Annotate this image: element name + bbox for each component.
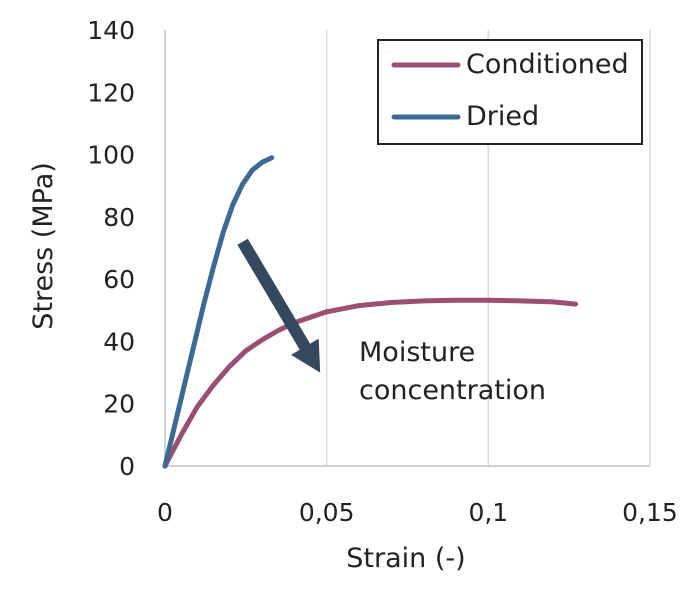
x-tick-label: 0,15 — [622, 498, 678, 527]
x-tick-labels: 0 0,05 0,1 0,15 — [157, 498, 678, 527]
y-tick-label: 120 — [87, 78, 135, 107]
x-axis-title: Strain (-) — [346, 543, 465, 574]
y-tick-label: 60 — [103, 265, 135, 294]
x-tick-label: 0,1 — [468, 498, 508, 527]
annotation-line-2: concentration — [359, 375, 546, 406]
y-tick-labels: 0 20 40 60 80 100 120 140 — [87, 16, 135, 481]
moisture-annotation: Moisture concentration — [237, 238, 546, 406]
y-tick-label: 100 — [87, 141, 135, 170]
series-line-dried — [162, 155, 275, 469]
x-tick-label: 0,05 — [299, 498, 355, 527]
y-tick-label: 20 — [103, 390, 135, 419]
axes — [164, 30, 650, 467]
y-tick-label: 80 — [103, 203, 135, 232]
y-tick-label: 0 — [119, 452, 135, 481]
data-series — [162, 155, 579, 469]
series-line-conditioned — [162, 297, 579, 469]
y-axis-title: Stress (MPa) — [28, 162, 59, 330]
legend-label-conditioned: Conditioned — [466, 49, 629, 80]
legend: Conditioned Dried — [377, 39, 643, 145]
annotation-line-1: Moisture — [359, 337, 475, 368]
moisture-arrow-icon — [237, 238, 321, 373]
x-tick-label: 0 — [157, 498, 173, 527]
legend-box — [377, 39, 643, 145]
legend-label-dried: Dried — [466, 101, 539, 132]
y-tick-label: 140 — [87, 16, 135, 45]
y-tick-label: 40 — [103, 327, 135, 356]
